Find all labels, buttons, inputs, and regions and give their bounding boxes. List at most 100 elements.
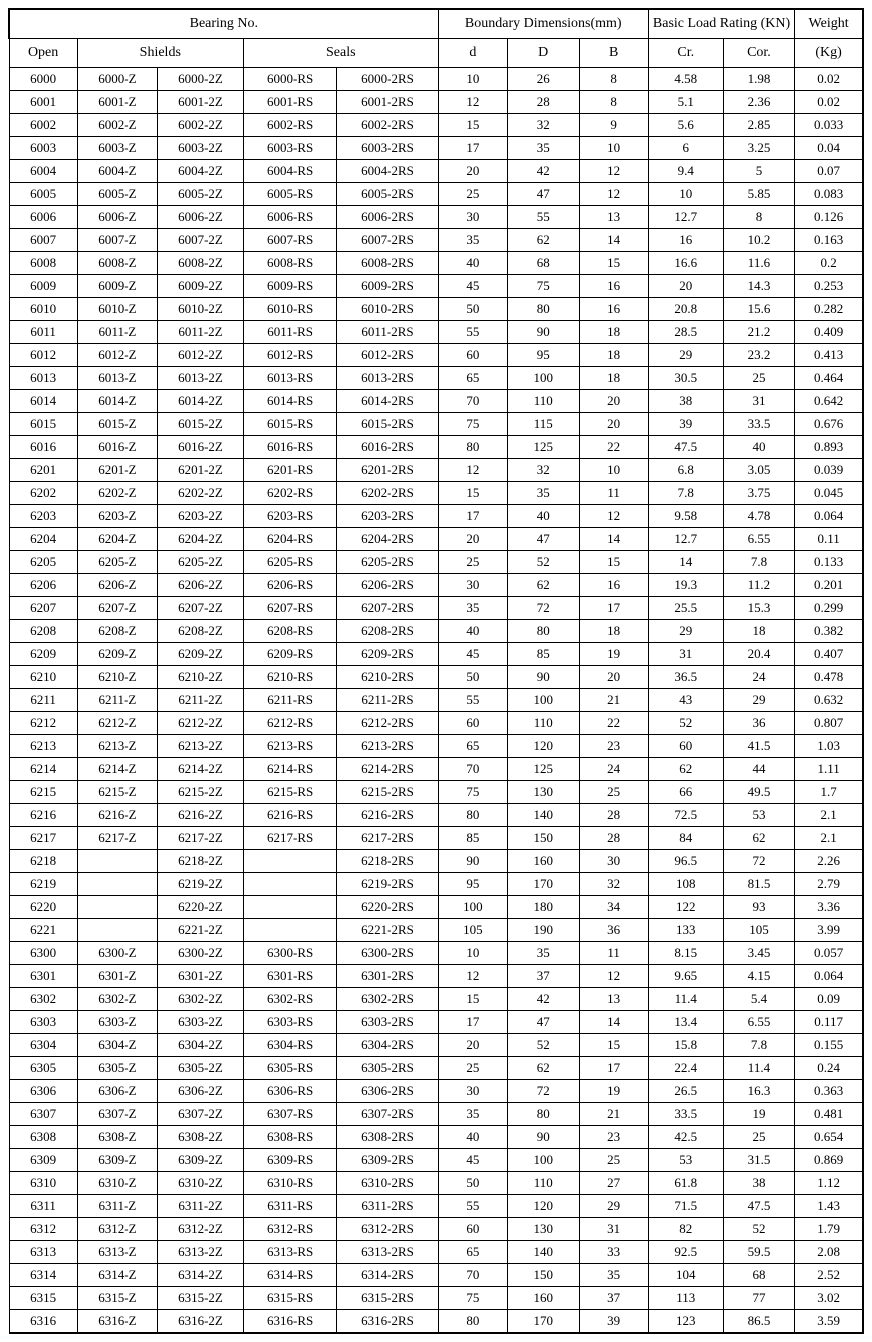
table-cell: 6304-RS [243, 1034, 337, 1057]
table-cell: 0.363 [795, 1080, 863, 1103]
table-cell: 43 [648, 689, 723, 712]
table-cell: 17 [438, 137, 507, 160]
table-cell: 6300-Z [77, 942, 157, 965]
table-cell: 6212-RS [243, 712, 337, 735]
table-cell: 6006-RS [243, 206, 337, 229]
table-row: 62036203-Z6203-2Z6203-RS6203-2RS1740129.… [9, 505, 863, 528]
table-cell: 6313-Z [77, 1241, 157, 1264]
table-row: 63106310-Z6310-2Z6310-RS6310-2RS50110276… [9, 1172, 863, 1195]
table-cell: 0.155 [795, 1034, 863, 1057]
table-cell: 110 [507, 1172, 579, 1195]
table-cell [243, 896, 337, 919]
table-cell: 40 [723, 436, 795, 459]
table-cell: 6203-2RS [337, 505, 438, 528]
table-cell: 0.045 [795, 482, 863, 505]
header-d: d [438, 39, 507, 68]
table-cell: 15 [438, 114, 507, 137]
table-cell: 6212 [9, 712, 77, 735]
table-cell: 0.299 [795, 597, 863, 620]
table-row: 62146214-Z6214-2Z6214-RS6214-2RS70125246… [9, 758, 863, 781]
table-cell: 61.8 [648, 1172, 723, 1195]
table-cell: 6208 [9, 620, 77, 643]
table-cell: 50 [438, 1172, 507, 1195]
table-cell: 6220-2Z [158, 896, 244, 919]
table-cell: 0.481 [795, 1103, 863, 1126]
table-cell [243, 850, 337, 873]
table-cell: 11.4 [648, 988, 723, 1011]
table-row: 62096209-Z6209-2Z6209-RS6209-2RS45851931… [9, 643, 863, 666]
table-cell: 20 [438, 160, 507, 183]
table-cell: 133 [648, 919, 723, 942]
table-cell: 6217-2RS [337, 827, 438, 850]
table-cell: 10 [438, 68, 507, 91]
table-cell: 49.5 [723, 781, 795, 804]
table-cell: 32 [507, 459, 579, 482]
table-cell: 6315-2Z [158, 1287, 244, 1310]
table-cell: 22 [579, 712, 648, 735]
table-cell: 6309-RS [243, 1149, 337, 1172]
table-cell: 6303-2Z [158, 1011, 244, 1034]
table-cell: 6007-RS [243, 229, 337, 252]
table-cell: 6013 [9, 367, 77, 390]
table-cell: 2.1 [795, 827, 863, 850]
table-cell: 47.5 [723, 1195, 795, 1218]
table-cell: 6000 [9, 68, 77, 91]
table-row: 63026302-Z6302-2Z6302-RS6302-2RS15421311… [9, 988, 863, 1011]
table-cell: 6212-Z [77, 712, 157, 735]
table-cell: 6014-2RS [337, 390, 438, 413]
table-cell: 160 [507, 850, 579, 873]
table-cell: 16 [648, 229, 723, 252]
table-cell: 6004 [9, 160, 77, 183]
table-cell: 30 [438, 206, 507, 229]
table-cell: 20 [579, 390, 648, 413]
table-cell: 60 [648, 735, 723, 758]
table-cell: 6006-2Z [158, 206, 244, 229]
table-cell: 6008-RS [243, 252, 337, 275]
table-cell: 123 [648, 1310, 723, 1334]
table-cell: 6305-RS [243, 1057, 337, 1080]
table-cell: 6316-2Z [158, 1310, 244, 1334]
table-cell: 6214-2RS [337, 758, 438, 781]
table-cell: 2.36 [723, 91, 795, 114]
header-kg: (Kg) [795, 39, 863, 68]
table-cell: 11.2 [723, 574, 795, 597]
table-row: 62076207-Z6207-2Z6207-RS6207-2RS35721725… [9, 597, 863, 620]
table-cell: 14 [579, 528, 648, 551]
table-cell: 6213 [9, 735, 77, 758]
table-cell: 6204-2RS [337, 528, 438, 551]
table-cell: 25 [438, 1057, 507, 1080]
table-cell: 36 [723, 712, 795, 735]
table-cell: 6012-2RS [337, 344, 438, 367]
table-cell: 85 [507, 643, 579, 666]
table-cell: 17 [438, 505, 507, 528]
table-cell: 6314-Z [77, 1264, 157, 1287]
table-cell: 10 [648, 183, 723, 206]
table-row: 60066006-Z6006-2Z6006-RS6006-2RS30551312… [9, 206, 863, 229]
table-cell: 37 [579, 1287, 648, 1310]
table-cell: 20.8 [648, 298, 723, 321]
table-body: 60006000-Z6000-2Z6000-RS6000-2RS102684.5… [9, 68, 863, 1334]
table-cell: 6211 [9, 689, 77, 712]
table-cell: 6004-RS [243, 160, 337, 183]
table-cell: 6301-Z [77, 965, 157, 988]
table-cell: 30 [438, 1080, 507, 1103]
table-cell: 65 [438, 1241, 507, 1264]
table-cell: 9.58 [648, 505, 723, 528]
table-cell: 11.4 [723, 1057, 795, 1080]
table-cell: 6207-Z [77, 597, 157, 620]
table-cell: 68 [507, 252, 579, 275]
table-cell: 6012-2Z [158, 344, 244, 367]
table-cell: 6302-Z [77, 988, 157, 1011]
table-cell: 1.43 [795, 1195, 863, 1218]
table-cell: 0.632 [795, 689, 863, 712]
table-cell: 47 [507, 183, 579, 206]
bearing-specifications-table: Bearing No. Boundary Dimensions(mm) Basi… [8, 8, 864, 1334]
table-cell: 6305-Z [77, 1057, 157, 1080]
table-cell: 6311 [9, 1195, 77, 1218]
table-cell: 6300-RS [243, 942, 337, 965]
table-cell: 52 [507, 551, 579, 574]
table-cell: 26.5 [648, 1080, 723, 1103]
table-cell: 6303 [9, 1011, 77, 1034]
table-cell: 6300 [9, 942, 77, 965]
table-cell: 6.55 [723, 528, 795, 551]
